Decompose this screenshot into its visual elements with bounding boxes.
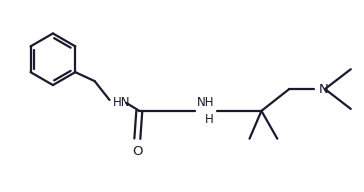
- Text: HN: HN: [112, 96, 130, 109]
- Text: NH: NH: [197, 96, 214, 109]
- Text: H: H: [205, 113, 214, 126]
- Text: O: O: [132, 145, 143, 158]
- Text: N: N: [319, 83, 329, 96]
